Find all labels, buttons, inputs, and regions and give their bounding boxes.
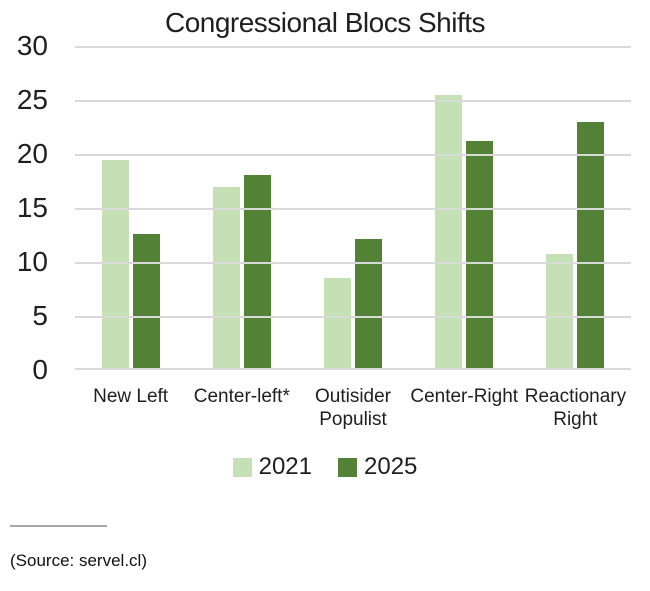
y-tick-label-20: 20 [16,138,48,169]
bar-2021-reactionary-right [546,254,574,370]
legend-item-2025: 2025 [338,453,417,481]
y-tick-label-0: 0 [32,354,48,385]
legend: 2021 2025 [0,453,650,481]
bar-group-reactionary-right [520,46,631,370]
x-axis: New Left Center-left* Outisider Populist Ce… [75,385,631,431]
gridline [75,208,631,210]
bar-2021-center-left [212,187,240,370]
y-axis: 0 5 10 15 20 25 30 [0,0,48,591]
legend-swatch-2025 [338,457,357,477]
bar-group-center-left [186,46,297,370]
x-label-new-left: New Left [93,386,169,407]
plot-area [75,46,631,370]
y-tick-label-15: 15 [16,192,48,223]
x-label-center-right: Center-Right [410,386,519,407]
bar-2021-center-right [435,94,463,370]
divider-line [10,525,107,527]
source-note: (Source: servel.cl) [10,551,147,570]
chart-title: Congressional Blocs Shifts [164,7,486,38]
bar-2025-new-left [132,233,160,370]
bar-group-center-right [409,46,520,370]
bar-2025-outisider-populist [355,239,382,370]
bars-row [75,46,631,370]
bar-2025-center-left [243,174,271,370]
legend-item-2021: 2021 [232,453,312,481]
legend-swatch-2021 [232,457,252,477]
gridline [75,100,631,102]
x-label-reactionary-right: Reactionary Right [524,386,627,430]
x-label-center-left: Center-left* [193,386,290,407]
y-tick-label-30: 30 [16,30,48,61]
x-axis-line [75,368,631,370]
bar-2021-outisider-populist [324,278,351,370]
gridline [75,154,631,156]
bar-group-outisider-populist [297,46,408,370]
x-label-outisider-populist: Outisider Populist [314,386,392,430]
bar-2025-center-right [466,141,494,370]
bar-2025-reactionary-right [577,121,605,370]
legend-label-2021: 2021 [258,453,312,480]
bar-2021-new-left [101,160,129,370]
y-tick-label-25: 25 [16,84,48,115]
y-tick-label-5: 5 [32,300,48,331]
gridline [75,262,631,264]
gridline [75,46,631,48]
y-tick-label-10: 10 [16,246,48,277]
legend-label-2025: 2025 [364,453,418,480]
gridline [75,316,631,318]
bar-group-new-left [75,46,186,370]
